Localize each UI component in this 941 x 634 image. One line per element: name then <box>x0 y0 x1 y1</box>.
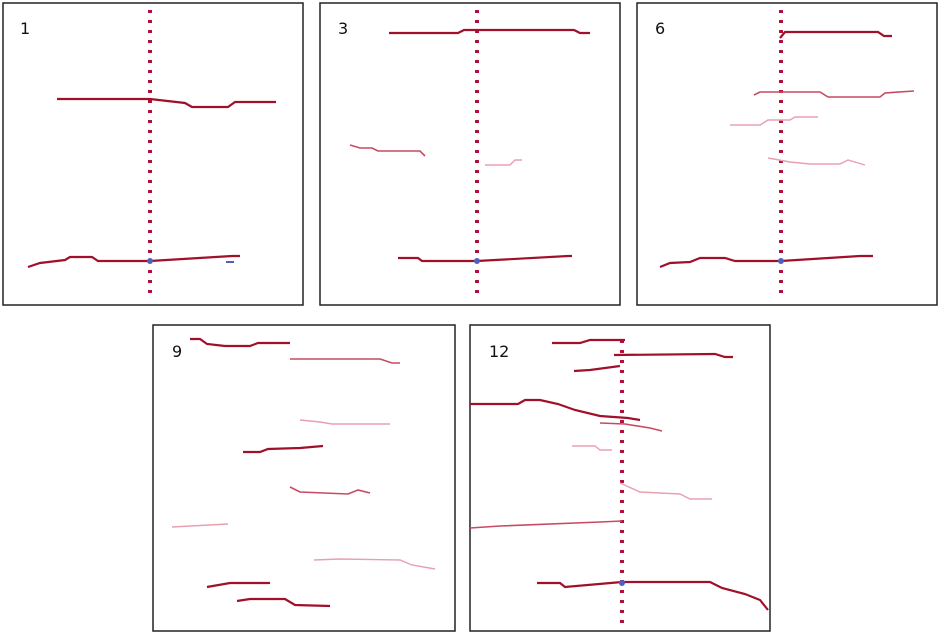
panel: 12 <box>469 324 771 632</box>
panel-label: 1 <box>20 19 30 38</box>
panel: 6 <box>636 2 938 306</box>
panel: 3 <box>319 2 621 306</box>
panel: 9 <box>152 324 456 632</box>
panel: 1 <box>2 2 304 306</box>
panel-label: 6 <box>655 19 665 38</box>
panel-label: 3 <box>338 19 348 38</box>
panel-label: 12 <box>489 342 509 361</box>
panel-label: 9 <box>172 342 182 361</box>
